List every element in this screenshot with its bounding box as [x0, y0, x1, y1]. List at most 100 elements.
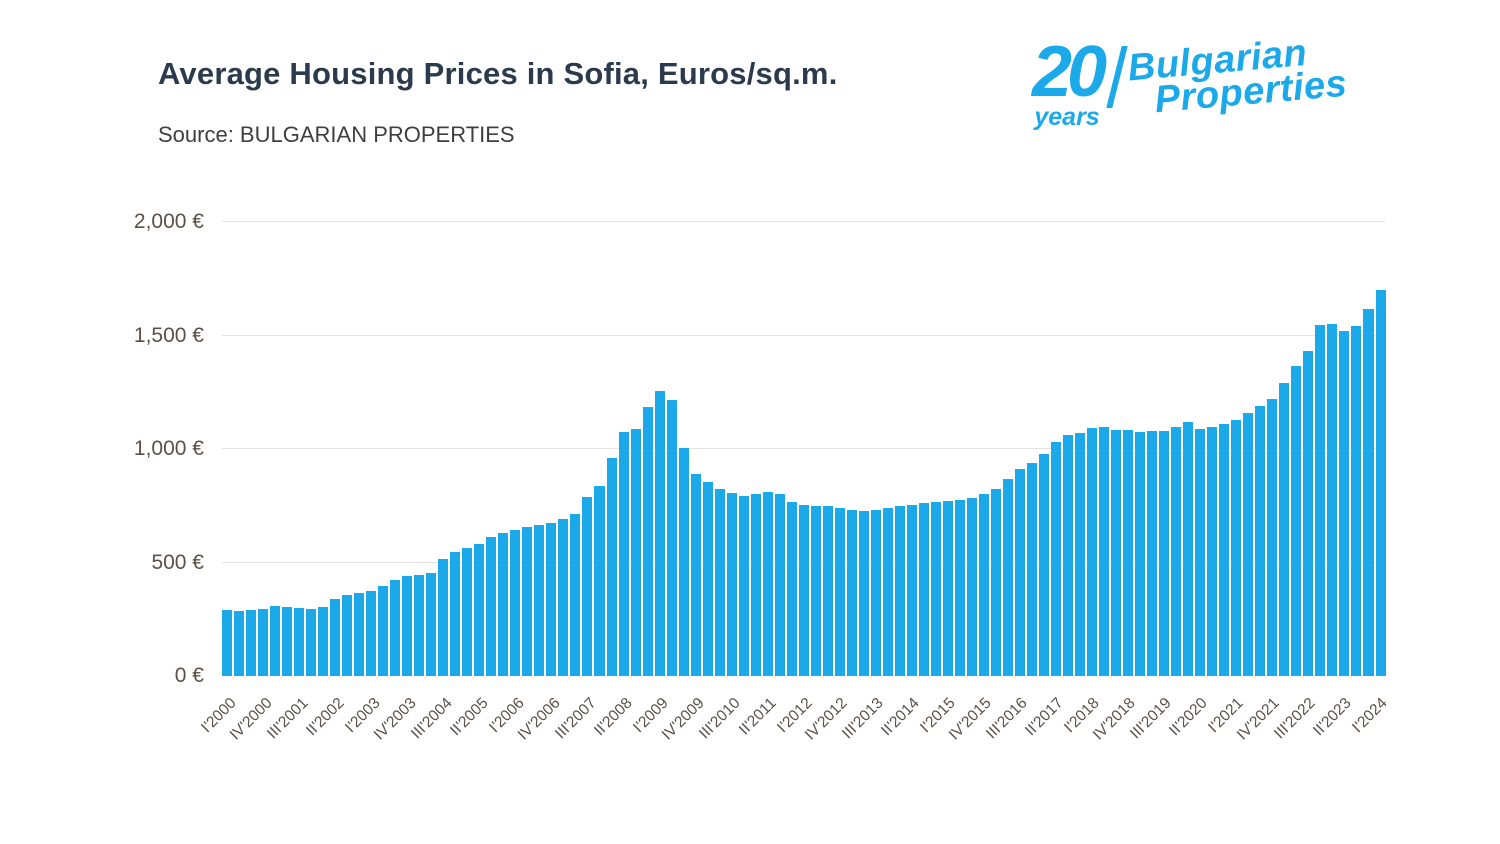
bar — [618, 431, 629, 676]
bar — [1003, 478, 1014, 676]
x-axis: I'2000 IV'2000 III'2001 II'2002 I'2003 IV'200… — [198, 676, 1391, 786]
bar — [954, 500, 965, 676]
bar — [690, 473, 701, 676]
bar — [1231, 419, 1242, 676]
bar — [522, 527, 533, 676]
bar — [762, 492, 773, 676]
bar — [414, 574, 425, 676]
bar — [774, 494, 785, 676]
bar — [1087, 428, 1098, 676]
bar — [1027, 462, 1038, 676]
bar — [1207, 426, 1218, 676]
bar — [1351, 326, 1362, 676]
brand-logo: 20 years Bulgarian Properties — [1032, 32, 1349, 131]
bar — [1183, 421, 1194, 676]
bar — [1171, 427, 1182, 676]
bar — [354, 593, 365, 676]
gridline — [222, 448, 1385, 449]
bar — [450, 552, 461, 676]
bar — [1099, 427, 1110, 676]
bar — [858, 510, 869, 676]
bar — [270, 605, 281, 676]
bar — [1279, 383, 1290, 676]
logo-divider-bar — [1106, 46, 1128, 108]
bar — [462, 547, 473, 676]
bar — [558, 519, 569, 676]
bar — [390, 579, 401, 676]
bar — [1063, 435, 1074, 676]
bar — [930, 502, 941, 676]
bar — [1243, 412, 1254, 676]
y-axis-tick-label: 0 € — [174, 664, 204, 687]
bar — [510, 529, 521, 676]
page-title: Average Housing Prices in Sofia, Euros/s… — [158, 56, 838, 91]
bar — [498, 533, 509, 676]
bar — [642, 407, 653, 676]
bar — [1015, 468, 1026, 676]
y-axis-tick-label: 500 € — [151, 550, 204, 574]
bar — [822, 506, 833, 676]
bar — [282, 607, 293, 676]
bar — [786, 502, 797, 676]
bar — [1375, 290, 1386, 676]
bar — [1219, 423, 1230, 676]
bar — [991, 489, 1002, 676]
bar — [1363, 308, 1374, 676]
y-axis-tick-label: 2,000 € — [133, 210, 204, 233]
bar — [1339, 330, 1350, 676]
bar — [1111, 430, 1122, 676]
bar — [714, 488, 725, 676]
bar — [750, 494, 761, 676]
bar — [1159, 431, 1170, 676]
bar — [846, 509, 857, 676]
bar — [1327, 323, 1338, 676]
bar — [1051, 442, 1062, 676]
logo-brand-name: Bulgarian Properties — [1126, 32, 1349, 121]
bar — [222, 610, 233, 676]
bar — [1147, 430, 1158, 676]
bar — [582, 496, 593, 676]
bar — [630, 428, 641, 676]
bar — [834, 508, 845, 676]
bar — [294, 607, 305, 676]
bar — [594, 485, 605, 676]
bar — [1075, 432, 1086, 676]
bar — [486, 537, 497, 676]
chart-source: Source: BULGARIAN PROPERTIES — [158, 122, 515, 147]
bar — [918, 503, 929, 676]
bar — [1267, 398, 1278, 676]
bar — [726, 493, 737, 676]
bar — [1291, 366, 1302, 676]
bar — [534, 524, 545, 676]
bar — [1195, 428, 1206, 676]
bar — [234, 610, 245, 676]
bar — [330, 598, 341, 676]
logo-years-label: years — [1034, 103, 1100, 131]
y-axis-tick-label: 1,000 € — [133, 437, 204, 460]
bar — [438, 559, 449, 676]
bar — [798, 504, 809, 676]
bar — [342, 595, 353, 676]
bar — [570, 514, 581, 676]
y-axis: 0 € 500 € 1,000 € 1,500 € 2,000 € — [112, 210, 204, 687]
bar — [426, 572, 437, 676]
bar — [906, 504, 917, 676]
bar — [474, 544, 485, 676]
bar — [894, 506, 905, 676]
bar — [366, 590, 377, 676]
logo-20-years: 20 years — [1032, 36, 1107, 131]
bar — [882, 508, 893, 676]
bar — [666, 400, 677, 676]
bar — [870, 509, 881, 676]
gridline — [222, 221, 1385, 222]
bar — [1303, 350, 1314, 676]
bar — [978, 494, 989, 676]
y-axis-tick-label: 1,500 € — [133, 323, 204, 347]
bar — [1135, 431, 1146, 676]
bar-chart: 0 €500 €1,000 €1,500 €2,000 € I'2000 IV'2… — [134, 210, 1391, 743]
bar — [738, 495, 749, 676]
bar — [1039, 454, 1050, 676]
bar — [258, 608, 269, 676]
bar — [678, 447, 689, 676]
bar — [942, 501, 953, 676]
